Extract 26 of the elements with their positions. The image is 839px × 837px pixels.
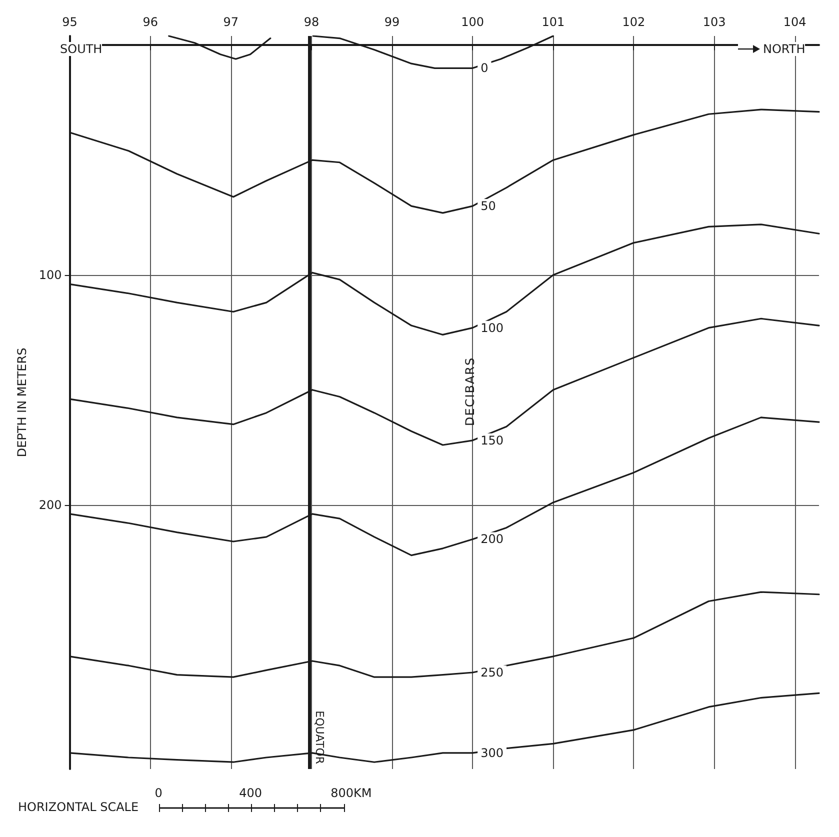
x-tick-label: 104: [783, 15, 806, 29]
text: 800KM: [330, 786, 372, 800]
y-axis-title: DEPTH IN METERS: [15, 348, 29, 458]
text: HORIZONTAL SCALE: [18, 800, 139, 816]
text: 400: [239, 786, 262, 800]
series-label: 100: [480, 320, 504, 335]
series-label: 50: [480, 199, 496, 214]
x-tick-label: 97: [223, 15, 239, 29]
annotation: SOUTH: [60, 42, 102, 56]
series-label: 0: [480, 61, 488, 76]
annotation: NORTH: [763, 42, 806, 56]
x-tick-label: 95: [62, 15, 78, 29]
x-tick-label: 101: [542, 15, 565, 29]
x-tick-label: 96: [142, 15, 158, 29]
x-tick-label: 98: [304, 15, 320, 29]
text: 0: [154, 786, 162, 800]
ref-line-label: EQUATOR: [313, 710, 326, 764]
annotation: DECIBARS: [463, 356, 477, 426]
series-label: 300: [480, 746, 504, 760]
series-label: 150: [480, 433, 504, 448]
x-tick-label: 99: [384, 15, 400, 29]
x-tick-label: 102: [622, 15, 646, 29]
x-tick-label: 103: [702, 15, 726, 29]
series-label: 200: [480, 532, 504, 546]
series-label: 250: [480, 665, 504, 680]
x-tick-label: 100: [461, 15, 484, 29]
